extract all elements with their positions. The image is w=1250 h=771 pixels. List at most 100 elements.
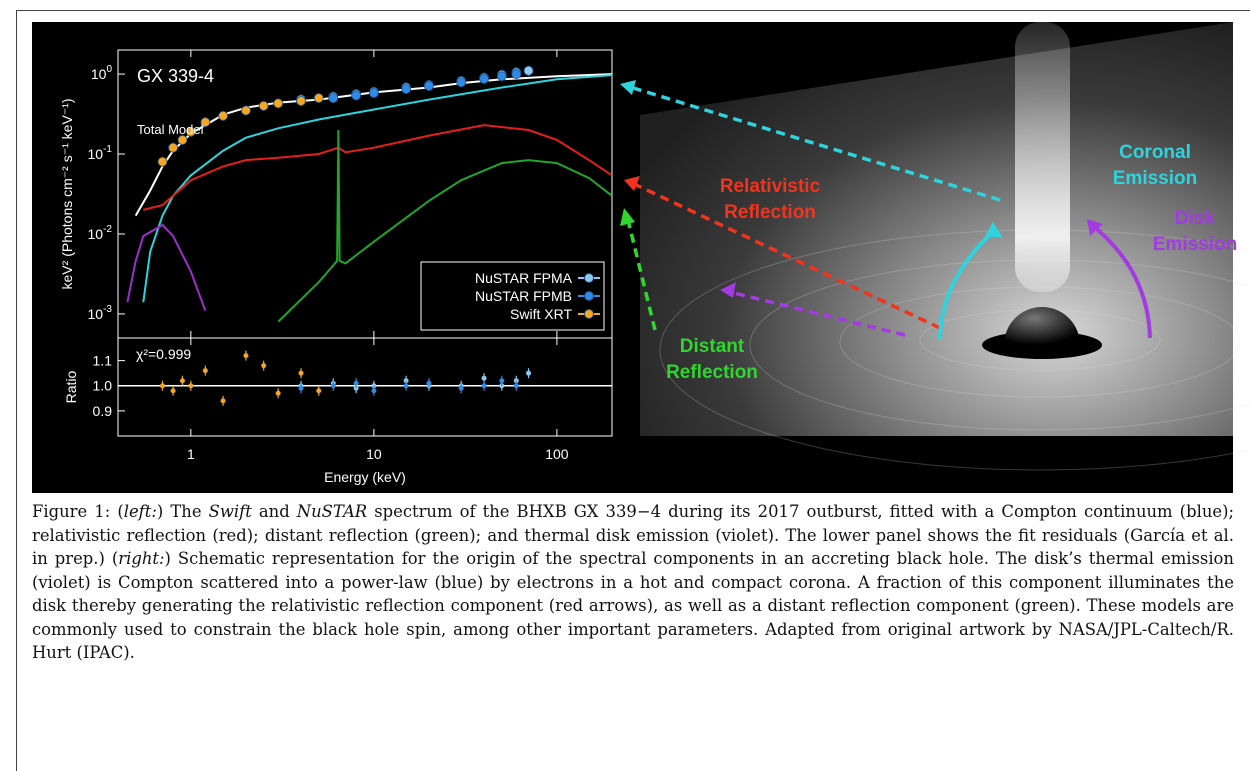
data-point: [479, 74, 489, 84]
data-point: [200, 117, 211, 128]
data-point: [298, 370, 304, 376]
caption-text: spectrum of the BHXB GX 339−4 during its…: [32, 502, 1234, 568]
illustration-label: Disk: [1175, 208, 1216, 229]
data-point: [188, 383, 194, 389]
data-point: [401, 84, 411, 94]
caption-italic: NuSTAR: [296, 502, 368, 521]
model-curve: [126, 223, 207, 311]
illustration-label: Reflection: [724, 202, 816, 223]
illustration-label: Emission: [1153, 234, 1237, 255]
plot-area: [159, 350, 532, 406]
caption-italic: right:: [118, 549, 165, 568]
y-tick-base: 10: [91, 66, 107, 82]
data-point: [499, 383, 505, 389]
caption-label: Figure 1:: [32, 502, 111, 521]
legend-marker: [584, 309, 594, 319]
caption-text: and: [251, 502, 297, 521]
legend-marker: [584, 273, 594, 283]
y-tick-label: 10-3: [88, 304, 113, 322]
legend-label: NuSTAR FPMB: [475, 288, 572, 304]
plot-frame: [117, 337, 613, 437]
frame: [16, 10, 1250, 771]
illustration-label: Emission: [1113, 168, 1197, 189]
data-point: [526, 370, 532, 376]
data-point: [275, 390, 281, 396]
y-tick-label: 10-1: [88, 144, 113, 162]
x-tick-label: 1: [187, 446, 195, 462]
black-hole: [1004, 307, 1080, 345]
data-point: [157, 156, 168, 167]
illustration-label: Relativistic: [720, 176, 821, 197]
caption: Figure 1: (left:) The Swift and NuSTAR s…: [32, 500, 1234, 665]
legend-label: Swift XRT: [510, 306, 572, 322]
data-point: [241, 105, 251, 116]
data-point: [523, 65, 534, 76]
illustration-label: Reflection: [666, 362, 758, 383]
y-axis-label: keV² (Photons cm⁻² s⁻¹ keV⁻¹): [59, 99, 75, 290]
data-point: [261, 363, 267, 369]
data-point: [220, 398, 226, 404]
corona-jet: [1015, 22, 1070, 292]
data-point: [258, 100, 269, 111]
data-point: [403, 383, 409, 389]
data-point: [368, 88, 379, 98]
annotation: χ²=0.999: [136, 346, 191, 362]
data-point: [330, 383, 336, 389]
data-point: [458, 385, 464, 391]
data-point: [353, 380, 359, 386]
x-axis-label: Energy (keV): [324, 469, 406, 485]
x-tick-label: 10: [366, 446, 382, 462]
illustration-label: Distant: [680, 336, 745, 357]
data-point: [202, 368, 208, 374]
data-point: [218, 110, 228, 121]
data-point: [426, 380, 432, 386]
y-tick-base: 10: [88, 226, 104, 242]
data-point: [371, 388, 377, 394]
x-tick-label: 100: [545, 446, 569, 462]
data-point: [177, 135, 188, 145]
y-tick-exponent: -1: [103, 144, 112, 155]
caption-text: (: [110, 502, 124, 521]
caption-italic: Swift: [208, 502, 252, 521]
annotation: GX 339-4: [137, 66, 214, 86]
data-point: [243, 353, 249, 359]
y-tick-base: 10: [88, 146, 104, 162]
data-point: [424, 81, 434, 91]
data-point: [170, 388, 176, 394]
data-point: [481, 383, 487, 389]
data-point: [273, 98, 284, 109]
arrows: [626, 85, 1001, 337]
data-point: [511, 69, 522, 79]
y-tick-label: 10-2: [88, 224, 113, 242]
y-tick-exponent: -2: [103, 224, 112, 235]
data-point: [481, 375, 487, 381]
caption-text: ) The: [156, 502, 209, 521]
model-curve: [142, 74, 612, 303]
data-point: [403, 378, 409, 384]
model-curve: [277, 129, 612, 323]
legend-label: NuSTAR FPMA: [475, 270, 573, 286]
data-point: [456, 77, 467, 88]
y-tick-label: 1.1: [93, 353, 113, 369]
data-point: [513, 383, 519, 389]
arrow-heads: [620, 80, 1103, 298]
data-point: [179, 378, 185, 384]
y-tick-exponent: 0: [106, 64, 112, 75]
data-point: [296, 96, 306, 106]
data-point: [499, 378, 505, 384]
data-point: [328, 93, 339, 104]
data-point: [159, 383, 165, 389]
caption-italic: left:: [123, 502, 157, 521]
data-point: [168, 142, 178, 153]
y-tick-label: 100: [91, 64, 113, 82]
data-point: [298, 385, 304, 391]
caption-text: ) Schematic representation for the origi…: [32, 549, 1234, 662]
illustration: [620, 22, 1250, 471]
data-point: [351, 90, 362, 101]
accretion-disk: [640, 22, 1233, 436]
plot-area: [126, 65, 612, 323]
y-tick-label: 0.9: [93, 403, 113, 419]
y-tick-exponent: -3: [103, 304, 112, 315]
